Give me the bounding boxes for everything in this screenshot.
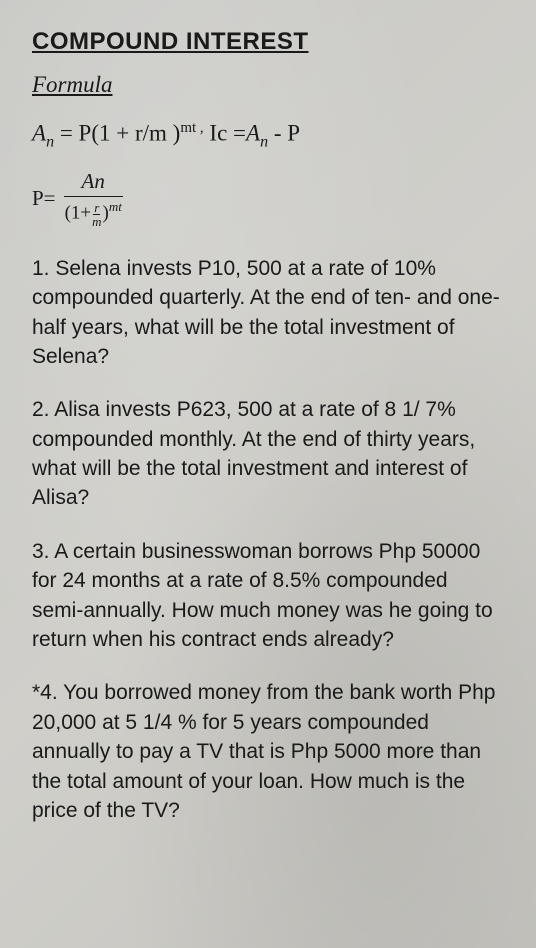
formula-fraction: An (1+rm)mt [64,169,123,227]
denom-exp: mt [109,199,122,214]
problem-4: *4. You borrowed money from the bank wor… [32,678,504,825]
formula-tail: - P [268,121,300,146]
formula-ic: Ic = [204,121,246,146]
formula-heading: Formula [32,72,504,98]
formula-n2-sub: n [260,133,268,150]
problem-1: 1. Selena invests P10, 500 at a rate of … [32,254,504,372]
formula-n-sub: n [46,133,54,150]
problem-2: 2. Alisa invests P623, 500 at a rate of … [32,395,504,513]
denom-open: (1+ [65,203,92,224]
inner-frac-r: r [93,201,100,215]
formula-P-eq: P= [32,186,56,211]
formula-eq-part: = P(1 + r/m ) [54,121,180,146]
page-title: COMPOUND INTEREST [32,28,504,56]
formula-amount: An = P(1 + r/m )mt , Ic =An - P [32,120,504,151]
formula-principal: P= An (1+rm)mt [32,169,504,227]
formula-A2: A [246,121,260,146]
inner-frac-m: m [92,215,101,228]
fraction-denominator: (1+rm)mt [65,197,122,227]
fraction-numerator: An [64,169,123,197]
formula-mt-sup: mt , [180,120,203,136]
formula-A: A [32,121,46,146]
inner-fraction: rm [92,201,101,228]
problem-3: 3. A certain businesswoman borrows Php 5… [32,537,504,655]
